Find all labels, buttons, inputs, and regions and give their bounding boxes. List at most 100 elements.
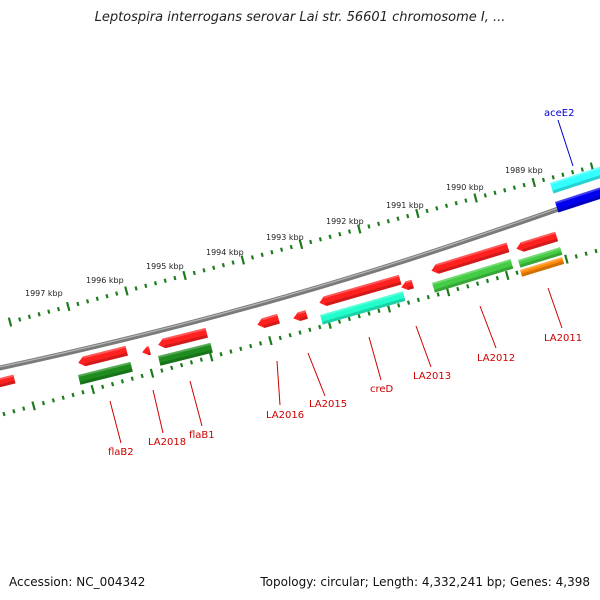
inner-tick [199, 357, 203, 362]
gene-feature-red-shine [323, 274, 400, 299]
inner-tick [436, 292, 440, 297]
map-title: Leptospira interrogans serovar Lai str. … [94, 10, 506, 25]
kbp-label: 1989 kbp [505, 166, 543, 175]
outer-tick [580, 167, 584, 172]
gene-feature-cyan[interactable] [550, 164, 600, 194]
gene-feature-red[interactable] [430, 242, 510, 276]
inner-tick [170, 365, 174, 371]
gene-feature-red-shade [299, 315, 308, 321]
outer-tick [309, 239, 313, 245]
gene-feature-orange[interactable] [520, 257, 565, 277]
gene-feature-green[interactable] [78, 361, 133, 385]
gene-feature-red[interactable] [318, 274, 402, 308]
inner-tick [574, 254, 578, 259]
outer-tick [134, 286, 138, 291]
gene-feature-green-shade [519, 251, 563, 268]
gene-feature-red-shade [164, 334, 208, 349]
gene-label-la2011[interactable]: LA2011 [544, 333, 582, 344]
gene-feature-red-body [293, 310, 308, 321]
inner-tick [208, 352, 214, 362]
outer-tick [115, 291, 119, 296]
gene-feature-orange-shade [521, 260, 565, 277]
gene-label-la2013[interactable]: LA2013 [413, 371, 451, 382]
gene-feature-red-shine [261, 313, 278, 321]
outer-tick [493, 190, 497, 196]
gene-label-cred[interactable]: creD [370, 384, 394, 395]
inner-tick [239, 346, 243, 352]
inner-tick [81, 390, 85, 395]
outer-tick [289, 244, 293, 250]
gene-label-la2012[interactable]: LA2012 [477, 353, 515, 364]
gene-feature-blue-shine [555, 185, 600, 204]
gene-feature-red[interactable] [157, 327, 208, 350]
inner-tick [298, 330, 302, 335]
gene-feature-red[interactable] [0, 374, 16, 389]
leader-line [368, 336, 382, 381]
gene-feature-green[interactable] [432, 259, 514, 293]
outer-tick [27, 314, 31, 320]
gene-feature-green[interactable] [518, 247, 563, 268]
outer-tick [425, 208, 429, 214]
gene-feature-green-body [518, 247, 563, 268]
kbp-label: 1990 kbp [446, 183, 484, 192]
gene-label-la2016[interactable]: LA2016 [266, 410, 304, 421]
gene-label-flab1[interactable]: flaB1 [189, 430, 215, 441]
gene-feature-blue[interactable] [555, 185, 600, 213]
outer-tick [328, 234, 332, 239]
leader-line [547, 287, 563, 329]
gene-feature-red-shine [0, 374, 14, 381]
gene-label-acee2[interactable]: aceE2 [544, 108, 574, 119]
outer-tick [377, 221, 381, 227]
gene-label-la2018[interactable]: LA2018 [148, 437, 186, 448]
outer-tick [396, 216, 400, 221]
leader-line [557, 119, 574, 167]
inner-tick [347, 316, 351, 322]
gene-feature-red[interactable] [141, 346, 151, 357]
gene-label-la2015[interactable]: LA2015 [309, 399, 347, 410]
gene-feature-red[interactable] [292, 310, 308, 323]
leader-line [152, 389, 164, 434]
inner-tick [426, 294, 430, 300]
outer-tick [86, 299, 90, 304]
gene-feature-red[interactable] [256, 313, 280, 330]
outer-tick [512, 185, 516, 190]
inner-tick [249, 343, 253, 349]
outer-tick [464, 198, 468, 203]
inner-tick [41, 400, 46, 406]
outer-tick [473, 193, 478, 203]
gene-feature-orange-body [520, 257, 565, 277]
gene-feature-cyan[interactable] [320, 291, 406, 325]
leader-line [109, 400, 122, 444]
outer-tick [435, 206, 439, 211]
gene-feature-red[interactable] [515, 231, 559, 254]
accession-text: Accession: NC_004342 [9, 575, 146, 589]
gene-feature-red[interactable] [77, 345, 128, 368]
outer-tick [7, 317, 13, 327]
inner-tick-ring [2, 248, 598, 417]
kbp-label: 1995 kbp [146, 262, 184, 271]
inner-tick [584, 251, 588, 256]
gene-feature-green-body [158, 342, 213, 366]
inner-tick [110, 381, 115, 387]
gene-feature-red-body [0, 374, 16, 388]
inner-tick [445, 287, 451, 297]
inner-tick [189, 360, 194, 365]
gene-feature-green-shine [78, 361, 131, 377]
gene-label-flab2[interactable]: flaB2 [108, 447, 134, 458]
outer-tick [105, 293, 109, 299]
leader-line [276, 360, 281, 406]
gene-feature-red[interactable] [400, 279, 415, 292]
gene-feature-red-shade [0, 380, 16, 388]
gene-feature-green-shade [79, 368, 133, 385]
outer-tick [280, 247, 284, 252]
inner-tick [318, 324, 322, 330]
outer-tick [356, 224, 362, 234]
outer-tick [454, 200, 458, 206]
topology-text: Topology: circular; Length: 4,332,241 bp… [260, 575, 590, 589]
gene-feature-red-body [431, 242, 510, 274]
inner-tick [476, 281, 480, 286]
gene-feature-red-body [78, 345, 128, 367]
gene-feature-green[interactable] [158, 342, 213, 366]
gene-feature-green-shine [432, 259, 512, 285]
